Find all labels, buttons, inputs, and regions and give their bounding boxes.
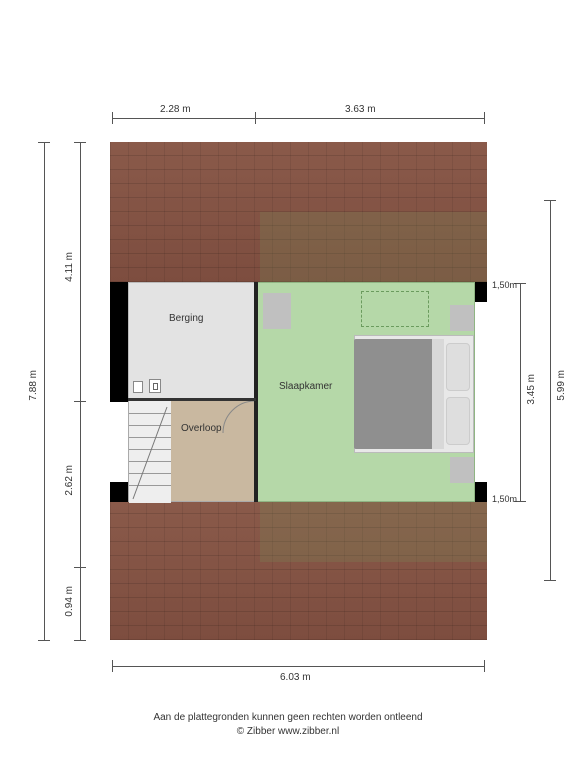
wall-left-lower — [110, 482, 128, 502]
stair-direction-icon — [129, 401, 171, 503]
dim-left-inner-line — [80, 142, 81, 640]
dim-tick — [544, 200, 556, 201]
dim-right-inner-line — [520, 283, 521, 501]
footer-line2: © Zibber www.zibber.nl — [0, 726, 576, 737]
dim-tick — [544, 580, 556, 581]
dim-right-outer-label: 5.99 m — [556, 370, 567, 401]
appliance-icon — [133, 381, 143, 393]
label-overloop: Overloop — [181, 423, 222, 434]
dim-bottom-label: 6.03 m — [280, 672, 311, 683]
dim-top-line — [112, 118, 484, 119]
floor-plan: Berging Overloop Slaap — [110, 142, 487, 640]
dim-left-bot-label: 0.94 m — [64, 586, 75, 617]
dashed-outline — [361, 291, 429, 327]
dim-tick — [38, 142, 50, 143]
wall-divider-vertical — [254, 282, 258, 502]
dim-tick — [74, 640, 86, 641]
room-slaapkamer: Slaapkamer — [256, 282, 475, 502]
label-slaapkamer: Slaapkamer — [279, 381, 332, 392]
dim-left-outer-label: 7.88 m — [28, 370, 39, 401]
nightstand — [450, 457, 474, 483]
dim-right-inner-label: 3.45 m — [526, 374, 537, 405]
dim-tick — [112, 660, 113, 672]
wall-right-upper — [475, 282, 487, 302]
dim-right-small-bot: 1,50m — [492, 494, 517, 504]
dim-right-outer-line — [550, 200, 551, 580]
room-overloop: Overloop — [128, 400, 256, 502]
dim-left-outer-line — [44, 142, 45, 640]
dim-top-left-label: 2.28 m — [160, 104, 191, 115]
dim-bottom-line — [112, 666, 484, 667]
dim-tick — [112, 112, 113, 124]
bed — [354, 335, 474, 453]
dim-tick — [38, 640, 50, 641]
dim-tick — [484, 112, 485, 124]
nightstand — [450, 305, 474, 331]
stairs — [129, 401, 171, 503]
label-berging: Berging — [169, 313, 203, 324]
dim-top-right-label: 3.63 m — [345, 104, 376, 115]
dim-tick — [255, 112, 256, 124]
furniture-block — [263, 293, 291, 329]
dim-left-mid-label: 2.62 m — [64, 465, 75, 496]
room-berging: Berging — [128, 282, 256, 400]
dim-tick — [484, 660, 485, 672]
appliance-icon — [149, 379, 161, 393]
roof-tint-top — [260, 212, 487, 282]
dim-left-top-label: 4.11 m — [64, 252, 75, 282]
roof-tint-bottom — [260, 502, 487, 562]
wall-left-upper — [110, 282, 128, 402]
footer-line1: Aan de plattegronden kunnen geen rechten… — [0, 712, 576, 723]
dim-tick — [74, 401, 86, 402]
door-swing-icon — [221, 399, 257, 435]
dim-tick — [74, 567, 86, 568]
dim-right-small-top: 1,50m — [492, 280, 517, 290]
wall-divider-horizontal — [128, 398, 256, 401]
wall-right-lower — [475, 482, 487, 502]
dim-tick — [74, 142, 86, 143]
